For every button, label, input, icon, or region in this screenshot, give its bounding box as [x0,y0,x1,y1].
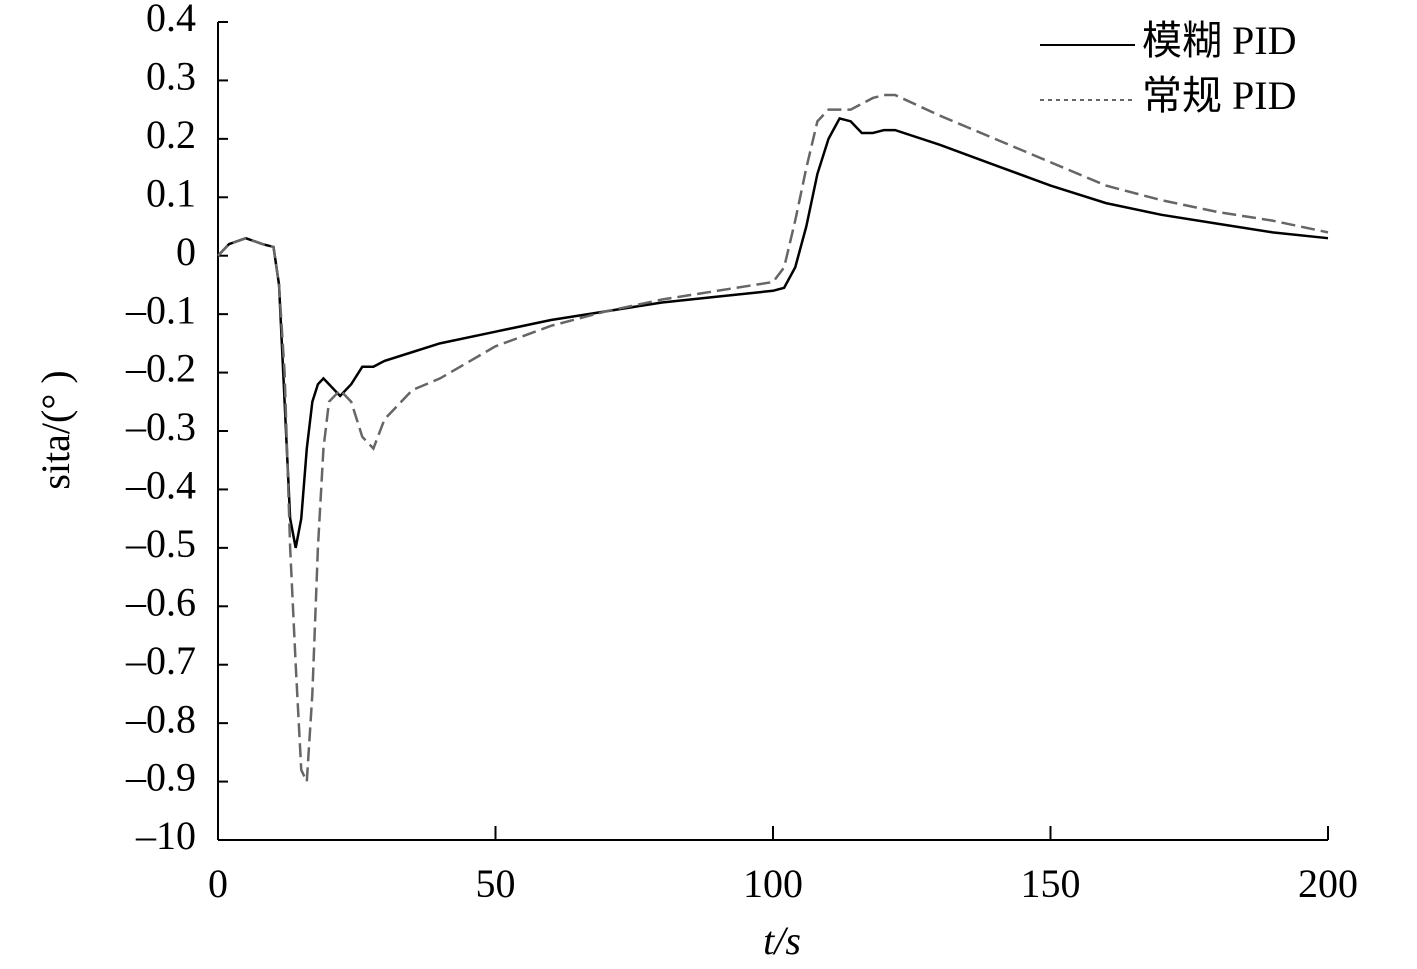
x-tick-label: 200 [1298,861,1358,906]
y-tick-label: –0.7 [125,638,196,683]
legend-label: 模糊 PID [1142,18,1296,63]
y-axis-label: sita/(° ) [33,370,78,489]
y-tick-label: 0.3 [146,54,196,99]
x-tick-label: 50 [476,861,516,906]
y-tick-label: –0.8 [125,696,196,741]
series-line [217,93,1329,787]
y-tick-label: –0.4 [125,463,196,508]
y-tick-label: –10 [135,813,196,858]
y-tick-label: –0.2 [125,346,196,391]
x-tick-label: 150 [1021,861,1081,906]
legend-label: 常规 PID [1142,73,1296,118]
series-line [217,116,1329,549]
y-tick-label: –0.6 [125,579,196,624]
y-tick-label: 0 [176,229,196,274]
y-tick-label: –0.1 [125,287,196,332]
y-tick-label: –0.9 [125,755,196,800]
x-axis-label: t/s [763,918,801,963]
y-tick-label: 0.2 [146,112,196,157]
x-tick-label: 0 [208,861,228,906]
x-tick-label: 100 [743,861,803,906]
y-tick-label: –0.5 [125,521,196,566]
y-tick-label: –0.3 [125,404,196,449]
y-tick-label: 0.1 [146,170,196,215]
y-tick-label: 0.4 [146,0,196,40]
